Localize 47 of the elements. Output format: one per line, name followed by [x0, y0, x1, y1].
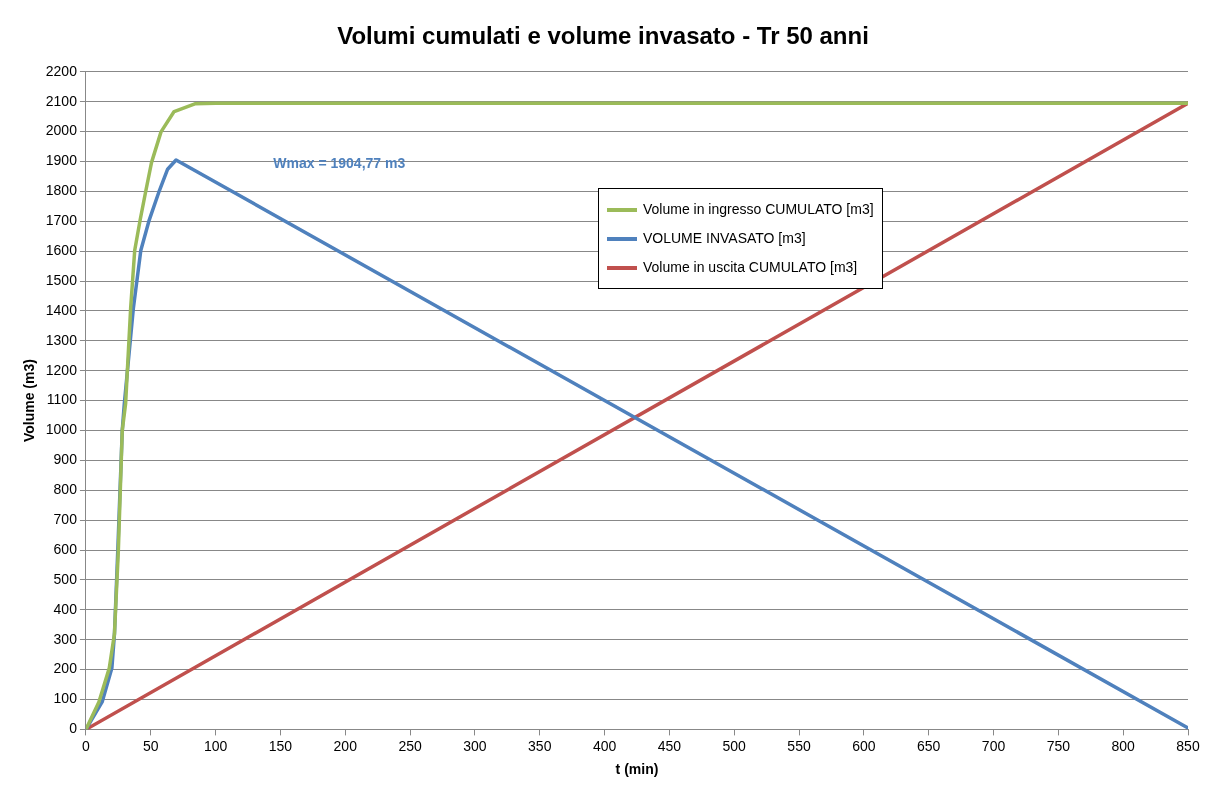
y-tick-label: 2200	[45, 62, 78, 79]
y-tick-label: 1300	[45, 331, 78, 348]
x-tick-label: 550	[787, 737, 811, 754]
y-tick-label: 400	[53, 600, 78, 617]
y-tick-label: 600	[53, 540, 78, 557]
x-tick-label: 450	[657, 737, 682, 754]
x-axis-title: t (min)	[615, 761, 659, 778]
y-tick-label: 1600	[45, 242, 78, 258]
x-tick-label: 500	[722, 737, 747, 754]
y-tick-label: 2100	[45, 92, 78, 109]
x-tick-label: 350	[528, 737, 552, 754]
x-tick-label: 300	[463, 737, 487, 754]
y-tick-label: 900	[53, 451, 78, 468]
y-tick-label: 100	[53, 690, 78, 707]
y-tick-label: 1400	[45, 301, 78, 318]
x-tick-label: 200	[333, 737, 358, 754]
x-tick-label: 750	[1046, 737, 1071, 754]
y-tick-label: 0	[69, 720, 78, 737]
x-tick-label: 50	[142, 737, 159, 754]
y-tick-label: 1100	[46, 391, 78, 408]
y-tick-label: 700	[53, 511, 78, 528]
y-tick-label: 800	[53, 481, 78, 498]
x-tick-label: 850	[1176, 737, 1200, 754]
x-tick-label: 700	[981, 737, 1006, 754]
y-tick-label: 1700	[45, 212, 78, 229]
x-tick-label: 600	[852, 737, 876, 754]
chart-title: Volumi cumulati e volume invasato - Tr 50 anni	[337, 22, 869, 50]
y-tick-label: 1000	[45, 421, 78, 438]
y-tick-label: 300	[53, 630, 78, 647]
y-tick-label: 500	[53, 570, 78, 587]
y-tick-label: 1900	[45, 152, 78, 169]
y-tick-label: 200	[53, 660, 78, 677]
x-tick-label: 250	[398, 737, 422, 754]
x-tick-label: 150	[268, 737, 293, 754]
x-tick-label: 100	[203, 737, 228, 754]
legend-label: VOLUME INVASATO [m3]	[643, 229, 806, 248]
y-tick-label: 1200	[45, 361, 78, 378]
x-tick-label: 650	[917, 737, 941, 754]
y-tick-label: 2000	[45, 122, 78, 139]
legend-label: Volume in ingresso CUMULATO [m3]	[643, 200, 874, 219]
x-tick-label: 400	[592, 737, 617, 754]
y-axis-title: Volume (m3)	[21, 359, 38, 443]
legend-label: Volume in uscita CUMULATO [m3]	[643, 258, 858, 277]
y-tick-label: 1500	[45, 271, 78, 288]
x-tick-label: 0	[82, 737, 91, 754]
y-tick-label: 1800	[45, 182, 78, 199]
x-tick-label: 800	[1111, 737, 1136, 754]
